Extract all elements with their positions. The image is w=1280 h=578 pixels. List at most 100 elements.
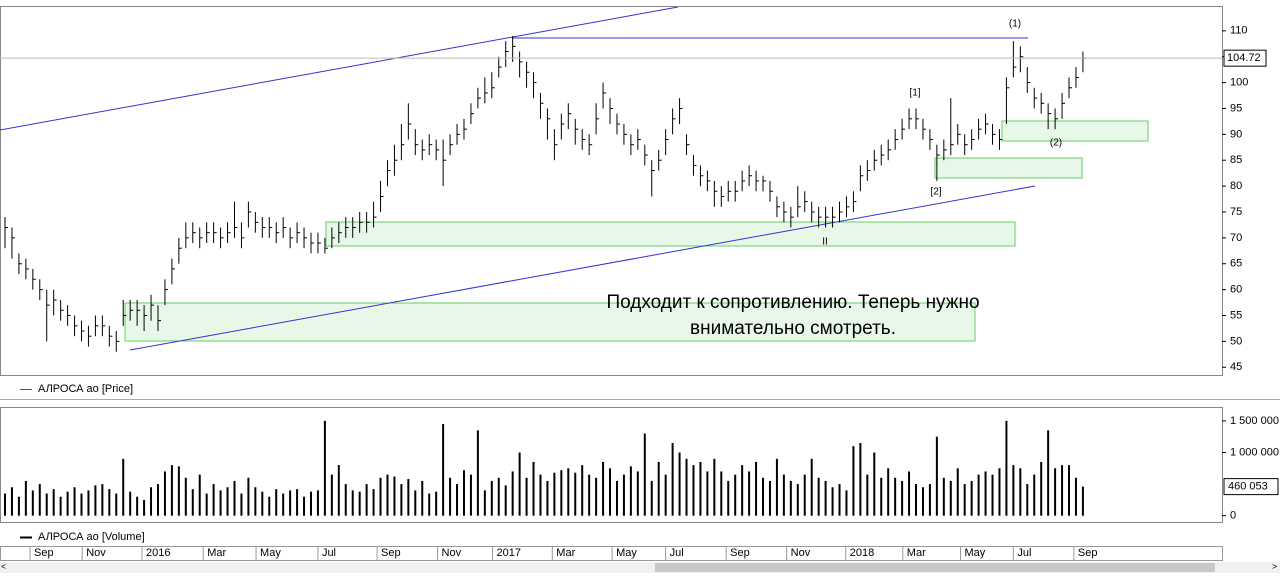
volume-bar bbox=[963, 484, 966, 516]
volume-bar bbox=[115, 493, 118, 516]
x-tick-label: 2016 bbox=[146, 547, 170, 559]
volume-bar bbox=[421, 480, 424, 516]
volume-bar bbox=[768, 480, 771, 516]
x-tick-label: Jul bbox=[670, 547, 684, 559]
volume-bar bbox=[414, 490, 417, 516]
volume-bar bbox=[504, 485, 507, 516]
volume-bar bbox=[87, 490, 90, 516]
volume-bar bbox=[622, 474, 625, 516]
y-tick-label: 95 bbox=[1230, 102, 1242, 114]
volume-bar bbox=[379, 477, 382, 516]
volume-bar bbox=[678, 452, 681, 516]
y-tick-label: 65 bbox=[1230, 258, 1242, 270]
scrollbar[interactable] bbox=[0, 562, 1280, 573]
volume-bar bbox=[699, 461, 702, 516]
volume-bar bbox=[970, 480, 973, 516]
volume-bar bbox=[671, 443, 674, 516]
volume-bar bbox=[17, 496, 20, 516]
x-tick-label: May bbox=[965, 547, 986, 559]
volume-bar bbox=[177, 466, 180, 516]
volume-bar bbox=[296, 489, 299, 516]
volume-bar bbox=[650, 480, 653, 516]
volume-bar bbox=[921, 487, 924, 516]
volume-bar bbox=[762, 477, 765, 516]
volume-bar bbox=[643, 433, 646, 516]
volume-bar bbox=[852, 446, 855, 516]
volume-bar bbox=[226, 487, 229, 516]
volume-bar bbox=[303, 496, 306, 516]
scroll-right[interactable]: > bbox=[1272, 561, 1277, 571]
x-tick-label: Mar bbox=[556, 547, 575, 559]
volume-bar bbox=[734, 474, 737, 516]
volume-bar bbox=[45, 493, 48, 516]
volume-bar bbox=[602, 461, 605, 516]
scroll-left[interactable]: < bbox=[1, 561, 6, 571]
volume-bar bbox=[490, 480, 493, 516]
volume-bar bbox=[275, 489, 278, 516]
zone bbox=[325, 221, 1016, 247]
volume-bar bbox=[52, 489, 55, 516]
volume-bar bbox=[1005, 420, 1008, 516]
volume-bar bbox=[880, 477, 883, 516]
y-tick-label: 90 bbox=[1230, 128, 1242, 140]
volume-bar bbox=[483, 490, 486, 516]
scroll-thumb[interactable] bbox=[655, 563, 1215, 572]
volume-bar bbox=[866, 474, 869, 516]
y-tick-label: 50 bbox=[1230, 335, 1242, 347]
volume-bar bbox=[511, 471, 514, 516]
volume-bar bbox=[824, 480, 827, 516]
volume-bar bbox=[469, 474, 472, 516]
zone bbox=[934, 157, 1083, 179]
volume-bar bbox=[73, 487, 76, 516]
volume-bar bbox=[1074, 477, 1077, 516]
volume-bar bbox=[358, 491, 361, 516]
volume-bar bbox=[1081, 486, 1084, 516]
volume-bar bbox=[1033, 474, 1036, 516]
trend-line bbox=[129, 185, 1036, 351]
volume-bar bbox=[859, 443, 862, 516]
volume-bar bbox=[150, 487, 153, 516]
volume-bar bbox=[782, 474, 785, 516]
x-axis bbox=[0, 546, 1223, 561]
volume-bar bbox=[337, 465, 340, 516]
volume-bar bbox=[24, 480, 27, 516]
volume-bar bbox=[560, 470, 563, 516]
volume-bar bbox=[518, 452, 521, 516]
volume-bar bbox=[817, 477, 820, 516]
volume-panel bbox=[0, 407, 1223, 523]
x-tick-label: 2017 bbox=[496, 547, 520, 559]
zone bbox=[1001, 120, 1149, 142]
wave-label: [2] bbox=[930, 187, 941, 198]
volume-bar bbox=[838, 484, 841, 516]
volume-bar bbox=[949, 480, 952, 516]
volume-bar bbox=[59, 496, 62, 516]
volume-bar bbox=[984, 471, 987, 516]
volume-bar bbox=[101, 484, 104, 516]
volume-bar bbox=[928, 484, 931, 516]
volume-bar bbox=[956, 468, 959, 516]
volume-bar bbox=[212, 484, 215, 516]
volume-bar bbox=[476, 430, 479, 516]
volume-bar bbox=[908, 471, 911, 516]
volume-bar bbox=[894, 477, 897, 516]
volume-bar bbox=[595, 477, 598, 516]
volume-bar bbox=[901, 480, 904, 516]
x-tick-label: Nov bbox=[791, 547, 811, 559]
volume-bar bbox=[247, 477, 250, 516]
trend-line bbox=[0, 6, 679, 131]
x-tick-label: Nov bbox=[86, 547, 106, 559]
volume-bar bbox=[282, 493, 285, 516]
y-tick-label: 110 bbox=[1230, 25, 1248, 37]
volume-bar bbox=[330, 474, 333, 516]
y-tick-label: 70 bbox=[1230, 232, 1242, 244]
volume-bar bbox=[442, 424, 445, 516]
volume-bar bbox=[706, 471, 709, 516]
volume-bar bbox=[1047, 430, 1050, 516]
comment: внимательно смотреть. bbox=[690, 318, 896, 339]
volume-bar bbox=[254, 487, 257, 516]
volume-bar bbox=[122, 458, 125, 516]
y-tick-label: 75 bbox=[1230, 206, 1242, 218]
volume-bar bbox=[80, 493, 83, 516]
y-tick-label: 60 bbox=[1230, 284, 1242, 296]
volume-bar bbox=[393, 476, 396, 516]
